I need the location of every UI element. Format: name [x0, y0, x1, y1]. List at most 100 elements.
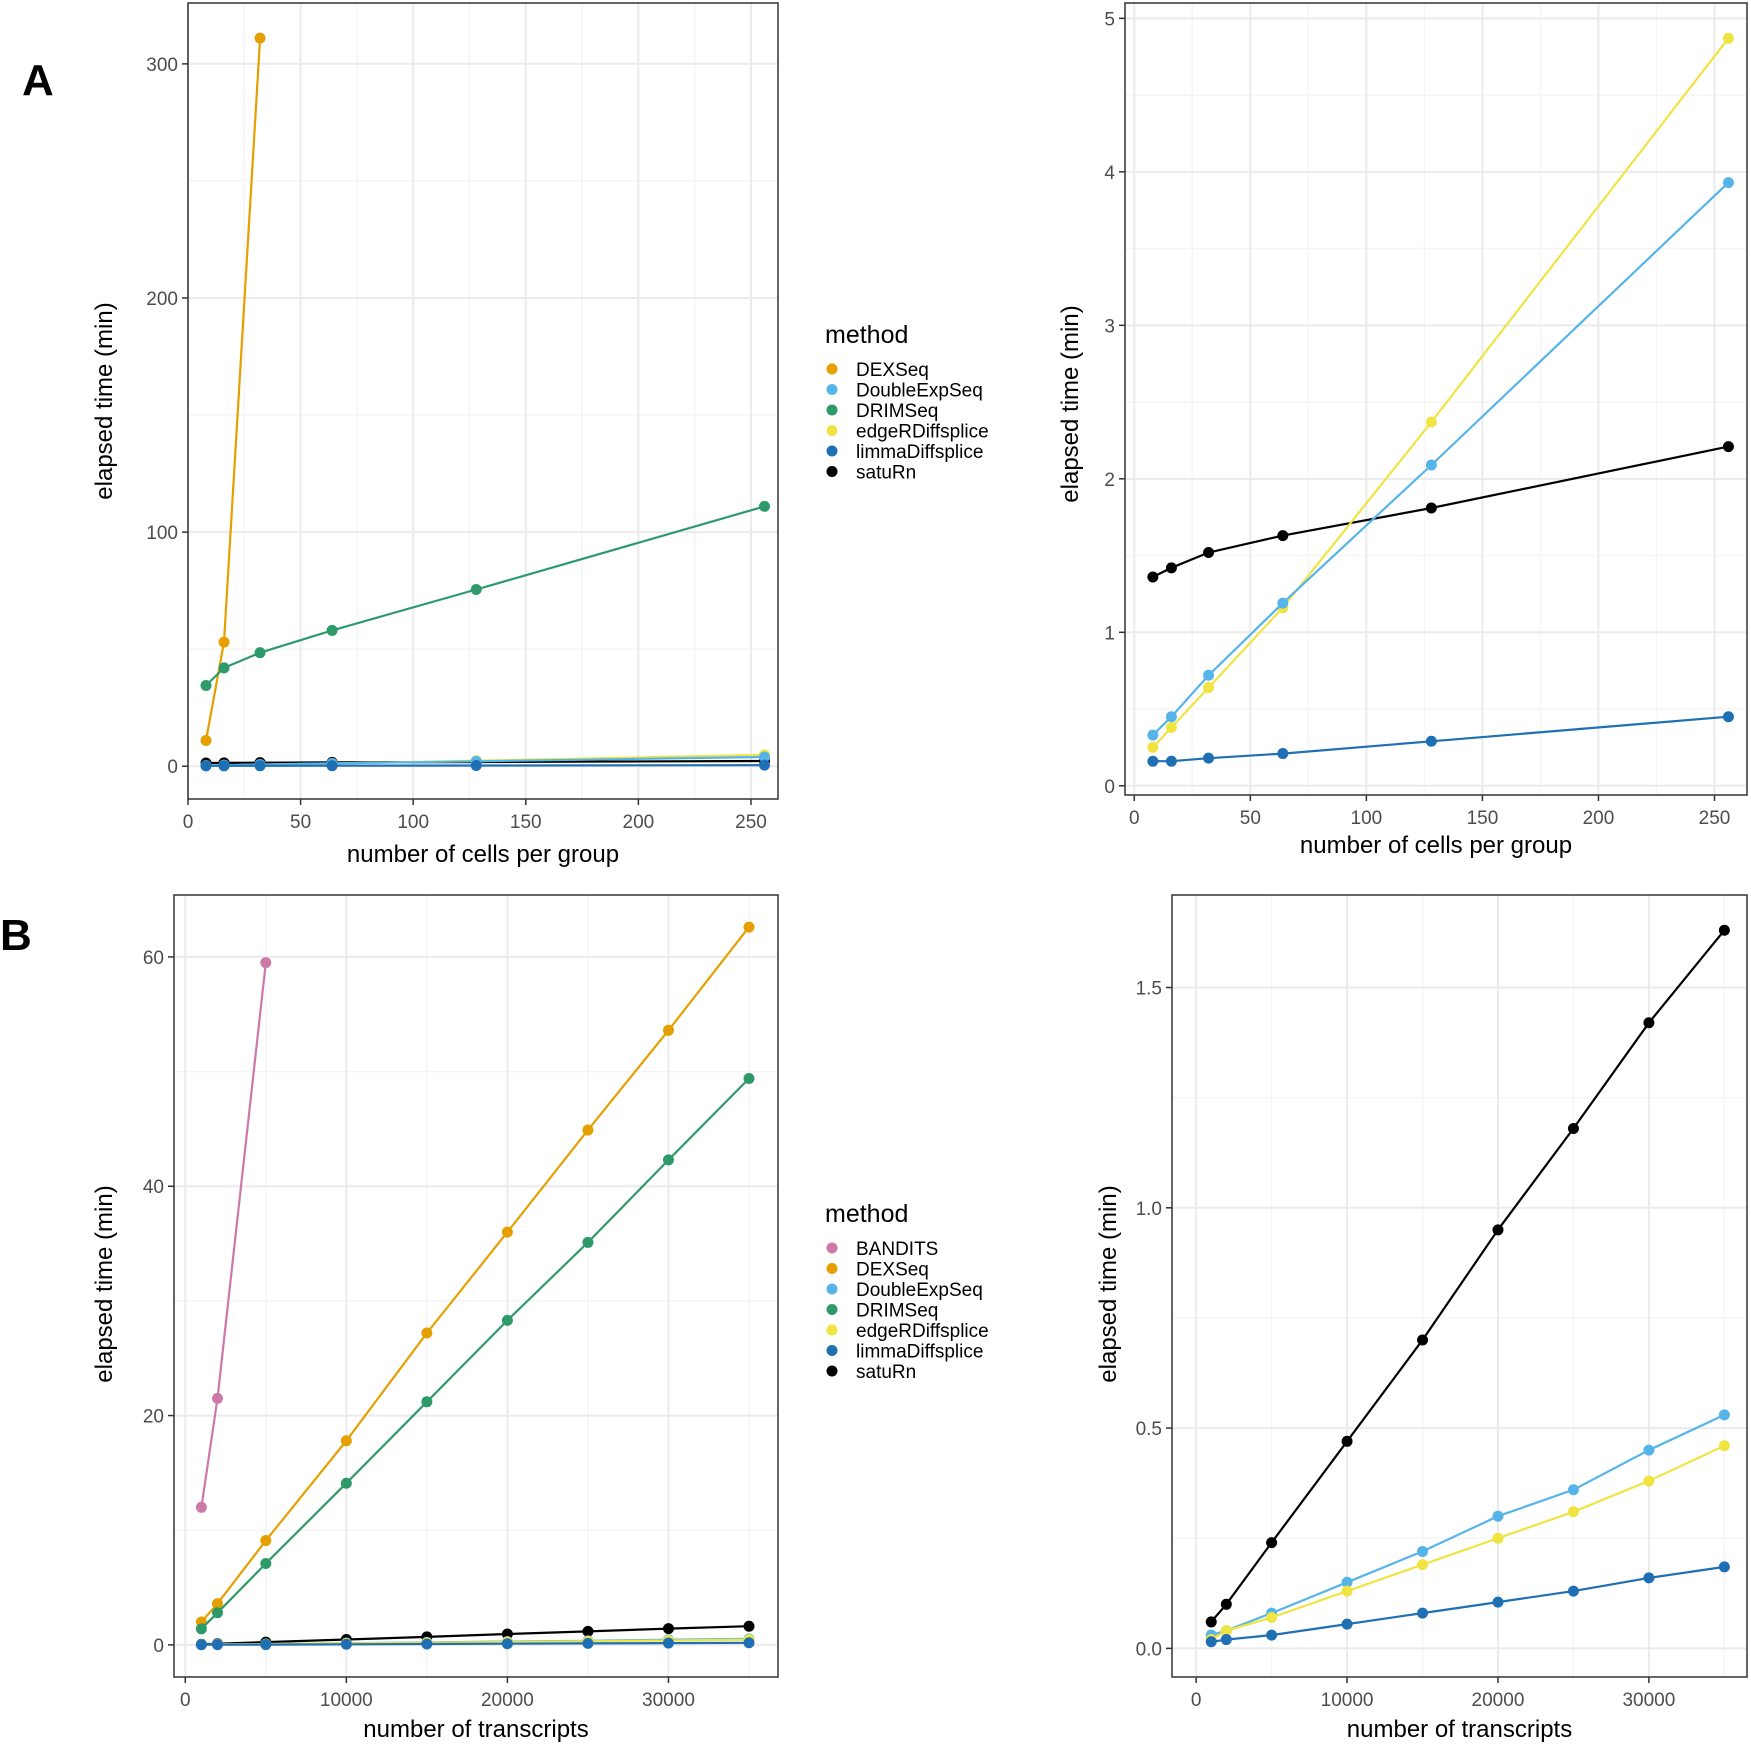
data-point-drimseq	[200, 679, 212, 691]
data-point-drimseq	[470, 583, 482, 595]
data-point-saturn	[582, 1625, 594, 1637]
data-point-drimseq	[582, 1236, 594, 1248]
x-tick-label: 100	[1351, 808, 1383, 829]
series-limmadiffsplice	[195, 1637, 755, 1651]
data-point-dexseq	[340, 1435, 352, 1447]
y-tick-label: 3	[1104, 316, 1115, 337]
data-point-bandits	[211, 1392, 223, 1404]
data-point-saturn	[1425, 502, 1437, 514]
data-point-saturn	[1718, 924, 1730, 936]
plot-b-full: 0 10000 20000 30000 0 20 40 60 number of transcr…	[91, 894, 779, 1743]
y-axis-title: elapsed time (min)	[1057, 305, 1084, 502]
x-tick-label: 10000	[320, 1690, 373, 1711]
data-point-limmadiffsplice	[1718, 1561, 1730, 1573]
data-point-saturn	[1643, 1017, 1655, 1029]
data-point-bandits	[260, 957, 272, 969]
y-tick-label: 300	[146, 55, 178, 76]
legend-a: method DEXSeqDoubleExpSeqDRIMSeqedgeRDiff…	[825, 321, 989, 484]
data-point-dexseq	[218, 636, 230, 648]
x-tick-label: 50	[290, 812, 311, 833]
data-point-saturn	[1567, 1122, 1579, 1134]
x-tick-label: 0	[1191, 1690, 1202, 1711]
legend-key-edgerdiffsplice	[826, 425, 838, 436]
data-point-limmadiffsplice	[470, 760, 482, 772]
x-tick-label: 30000	[642, 1690, 695, 1711]
data-point-drimseq	[421, 1396, 433, 1408]
series-edgerdiffsplice	[1147, 32, 1734, 753]
data-point-saturn	[1205, 1616, 1217, 1628]
plot-background	[188, 3, 778, 799]
data-point-edgerdiffsplice	[1220, 1625, 1232, 1637]
legend-key-limmadiffsplice	[826, 445, 838, 457]
x-tick-label: 100	[397, 812, 429, 833]
series-drimseq	[195, 1072, 755, 1635]
data-point-drimseq	[195, 1623, 207, 1635]
legend-label-drimseq: DRIMSeq	[856, 401, 938, 422]
data-point-limmadiffsplice	[340, 1638, 352, 1650]
data-point-limmadiffsplice	[260, 1639, 272, 1651]
legend-label-limmadiffsplice: limmaDiffsplice	[856, 1342, 983, 1363]
data-point-limmadiffsplice	[1722, 711, 1734, 723]
plot-border	[173, 894, 779, 1678]
x-tick-label: 250	[1699, 808, 1731, 829]
plot-a-full: 0 50 100 150 200 250 0 100 200 300 number of cells…	[91, 2, 779, 868]
y-tick-label: 20	[143, 1407, 164, 1428]
data-point-doubleexpseq	[1722, 177, 1734, 189]
series-dexseq	[200, 32, 266, 746]
data-point-saturn	[743, 1620, 755, 1632]
data-point-doubleexpseq	[1417, 1545, 1429, 1557]
legend-key-dexseq	[826, 363, 838, 375]
data-point-limmadiffsplice	[421, 1638, 433, 1650]
data-point-dexseq	[421, 1327, 433, 1339]
data-point-limmadiffsplice	[211, 1639, 223, 1651]
plot-background	[174, 895, 778, 1677]
legend-label-edgerdiffsplice: edgeRDiffsplice	[856, 1321, 989, 1342]
x-tick-label: 20000	[1472, 1690, 1525, 1711]
legend-b: method BANDITSDEXSeqDoubleExpSeqDRIMSeqed…	[825, 1200, 989, 1383]
x-tick-label: 150	[1467, 808, 1499, 829]
legend-key-doubleexpseq	[826, 1283, 838, 1295]
data-point-doubleexpseq	[1277, 597, 1289, 609]
data-point-doubleexpseq	[1203, 669, 1215, 681]
data-point-doubleexpseq	[1643, 1444, 1655, 1456]
data-point-limmadiffsplice	[1277, 748, 1289, 760]
series-limmadiffsplice	[200, 759, 770, 772]
data-point-drimseq	[340, 1477, 352, 1489]
legend-label-edgerdiffsplice: edgeRDiffsplice	[856, 422, 989, 443]
legend-key-drimseq	[826, 404, 838, 416]
data-point-dexseq	[743, 921, 755, 933]
data-point-limmadiffsplice	[743, 1637, 755, 1649]
data-point-limmadiffsplice	[1147, 755, 1159, 767]
data-point-saturn	[1203, 546, 1215, 558]
data-point-limmadiffsplice	[195, 1639, 207, 1651]
data-point-limmadiffsplice	[582, 1637, 594, 1649]
data-point-saturn	[662, 1623, 674, 1635]
data-point-dexseq	[662, 1024, 674, 1036]
data-point-limmadiffsplice	[1165, 755, 1177, 767]
data-point-limmadiffsplice	[1341, 1618, 1353, 1630]
x-axis-title: number of cells per group	[347, 841, 619, 868]
plot-background	[1125, 3, 1747, 795]
legend-key-doubleexpseq	[826, 384, 838, 395]
plot-border	[1171, 894, 1748, 1678]
x-tick-label: 150	[510, 812, 542, 833]
data-point-edgerdiffsplice	[1203, 682, 1215, 694]
data-point-dexseq	[211, 1598, 223, 1610]
y-tick-label: 1.0	[1136, 1199, 1162, 1220]
data-point-edgerdiffsplice	[1722, 32, 1734, 44]
data-point-limmadiffsplice	[1417, 1607, 1429, 1619]
data-point-limmadiffsplice	[1492, 1596, 1504, 1608]
data-point-bandits	[195, 1501, 207, 1513]
legend-label-limmadiffsplice: limmaDiffsplice	[856, 442, 983, 463]
data-point-drimseq	[662, 1154, 674, 1166]
series-limmadiffsplice	[1205, 1561, 1730, 1648]
data-point-saturn	[1165, 562, 1177, 574]
legend-label-doubleexpseq: DoubleExpSeq	[856, 381, 983, 402]
data-point-doubleexpseq	[1341, 1576, 1353, 1588]
data-point-limmadiffsplice	[1425, 735, 1437, 747]
data-point-edgerdiffsplice	[1567, 1506, 1579, 1518]
legend-label-saturn: satuRn	[856, 1362, 916, 1383]
series-drimseq	[200, 500, 770, 691]
y-axis-title: elapsed time (min)	[91, 302, 118, 499]
data-point-edgerdiffsplice	[1643, 1475, 1655, 1487]
